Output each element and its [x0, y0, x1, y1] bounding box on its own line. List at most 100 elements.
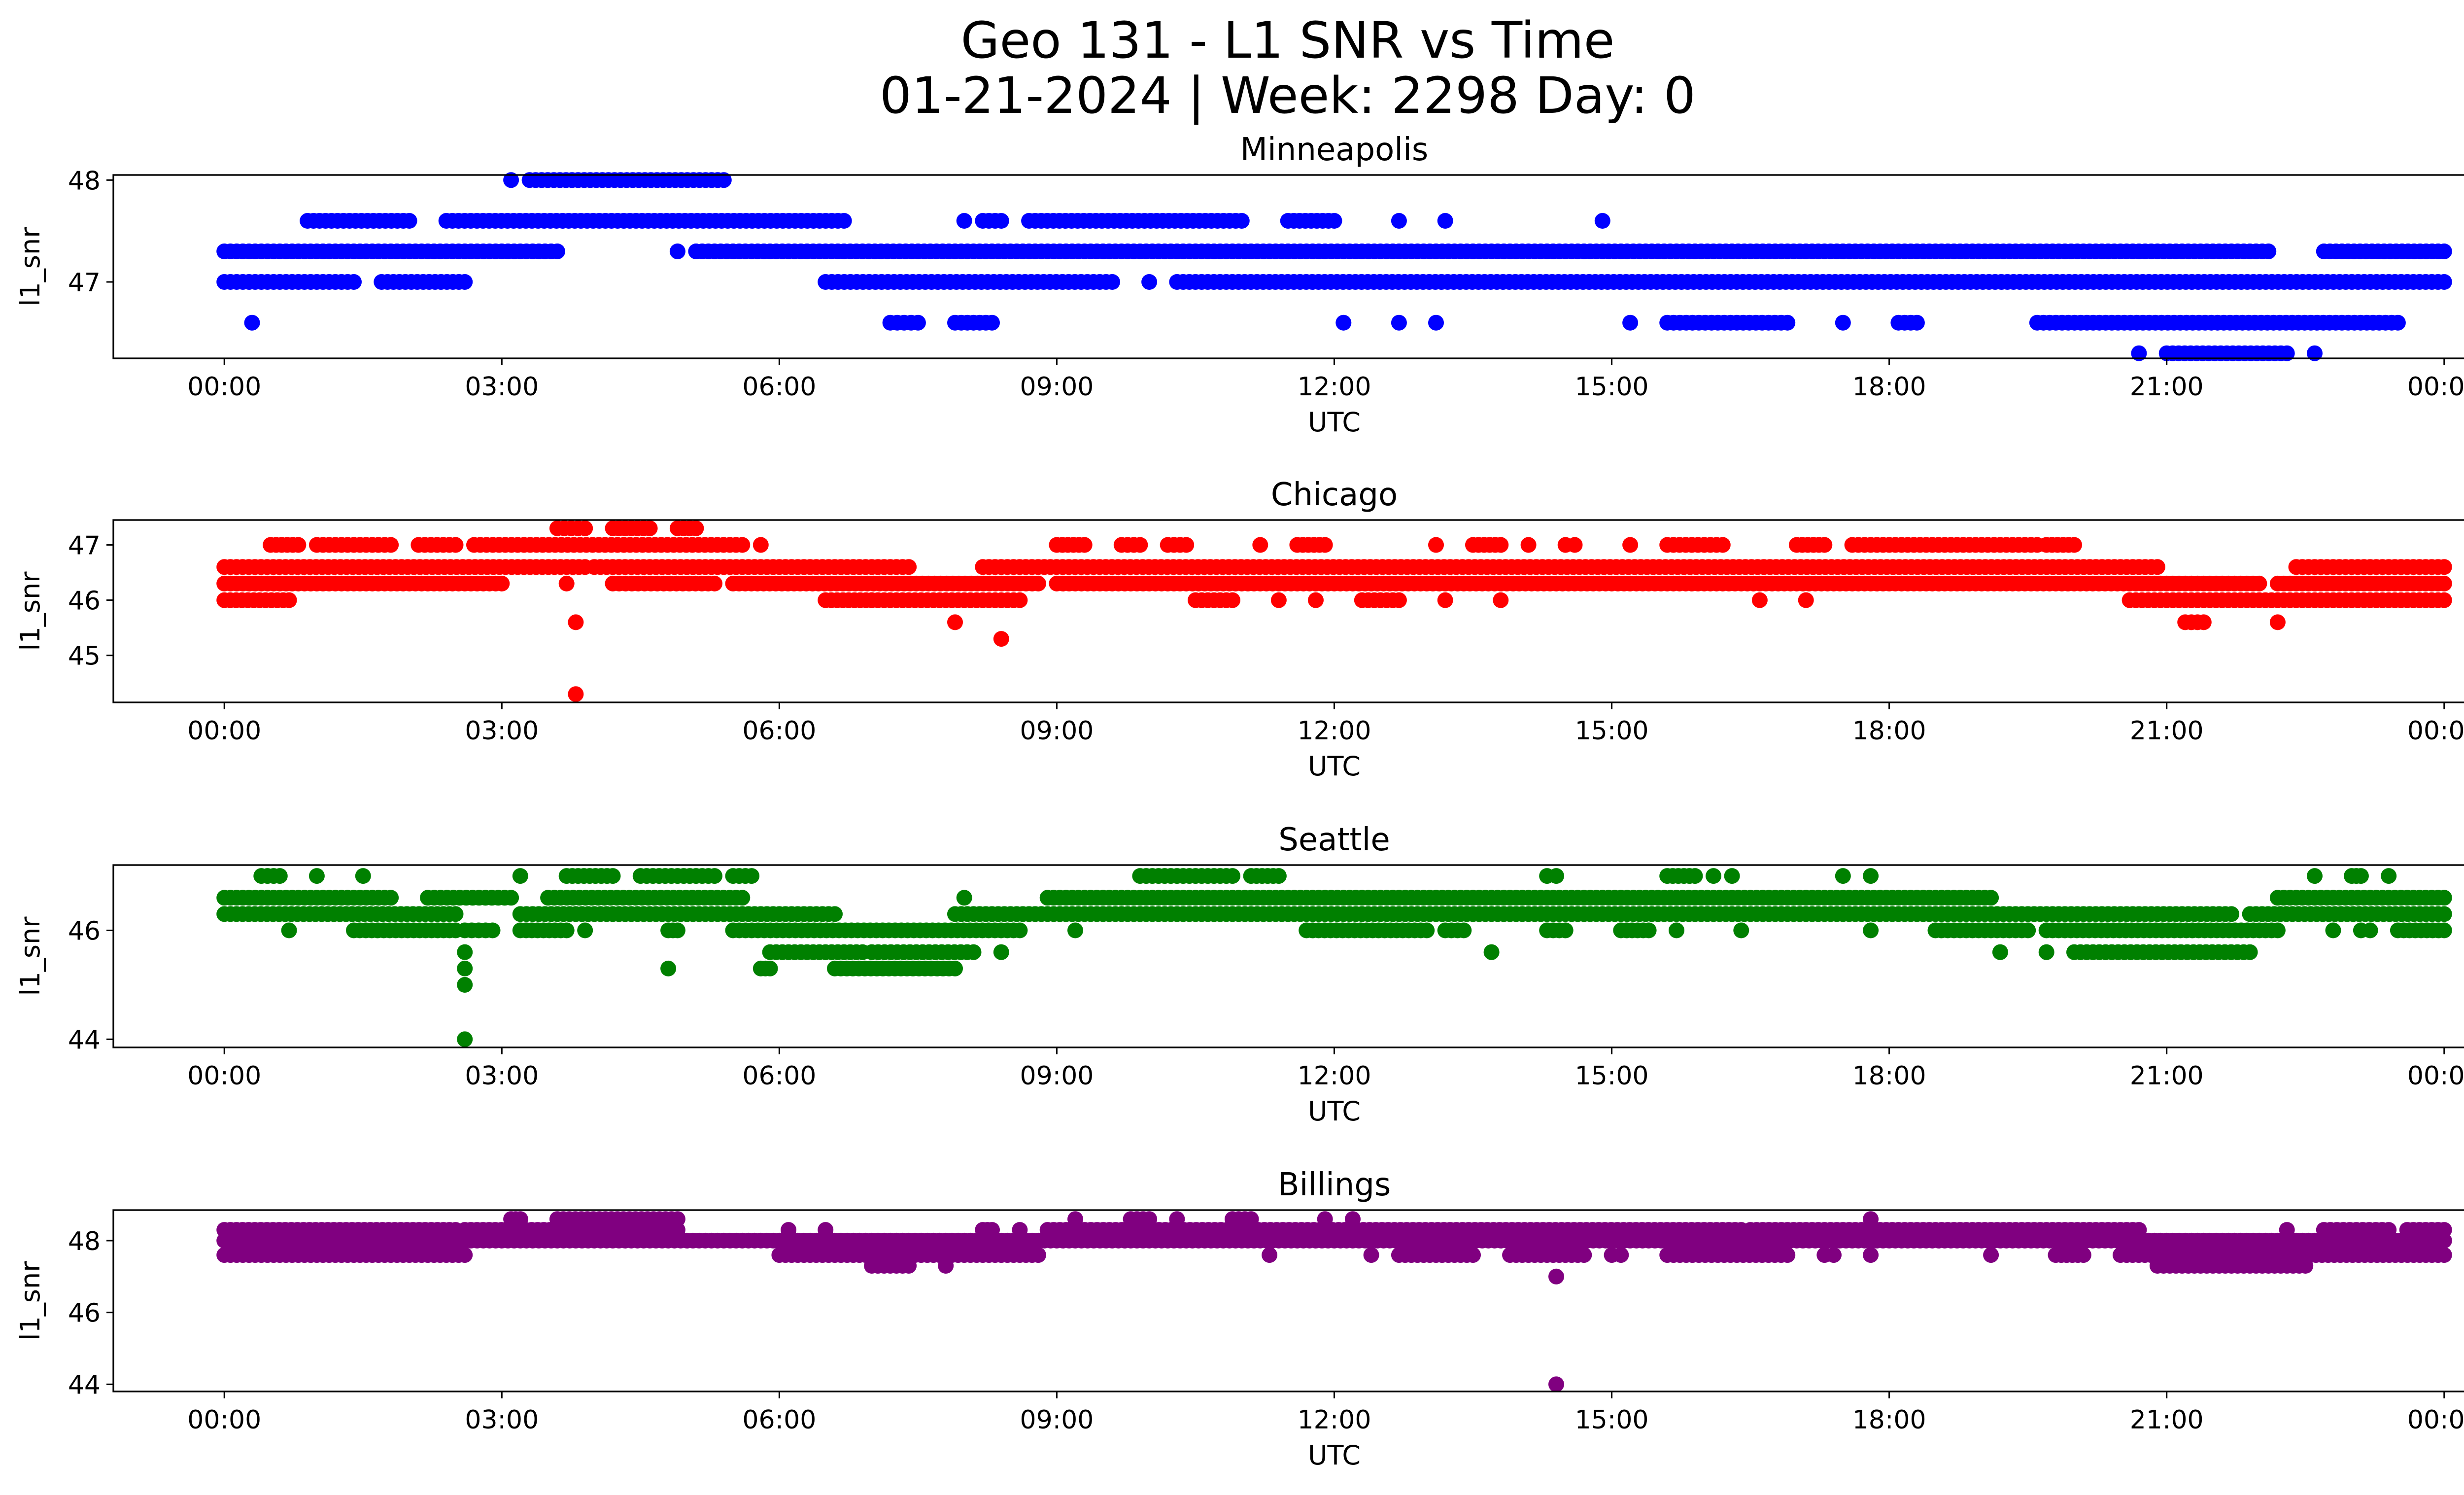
data-point	[1613, 1247, 1629, 1263]
data-point	[2260, 243, 2277, 259]
y-tick-label: 44	[68, 1370, 101, 1400]
data-point	[1520, 537, 1537, 553]
data-point	[447, 537, 464, 553]
x-tick-label: 09:00	[1020, 1061, 1094, 1091]
data-point	[457, 1031, 473, 1047]
x-tick-label: 18:00	[1852, 1405, 1926, 1435]
data-point	[716, 172, 732, 188]
subplot-chicago: Chicago 00:00 03:00 06:00 09:00 12:00 15:00 18:…	[15, 477, 2464, 782]
data-point	[1262, 1247, 1278, 1263]
data-point	[1225, 592, 1240, 608]
data-point	[2251, 575, 2267, 591]
data-points	[216, 1211, 2452, 1392]
data-point	[1391, 213, 1407, 229]
data-point	[1798, 592, 1814, 608]
x-tick-label: 15:00	[1575, 716, 1649, 746]
data-point	[1622, 537, 1639, 553]
data-point	[1816, 537, 1833, 553]
x-tick-label: 00:00	[2407, 1061, 2464, 1091]
data-point	[484, 922, 501, 939]
data-point	[2436, 274, 2452, 290]
x-axis-label: UTC	[1308, 1440, 1361, 1471]
data-point	[401, 213, 417, 229]
data-point	[503, 172, 519, 188]
data-point	[910, 314, 926, 331]
data-point	[2149, 559, 2165, 575]
y-tick-label: 44	[68, 1025, 101, 1055]
data-point	[1141, 1211, 1158, 1227]
data-point	[1178, 537, 1195, 553]
data-point	[1706, 868, 1721, 884]
data-point	[2436, 559, 2452, 575]
x-tick-label: 21:00	[2130, 372, 2204, 402]
data-point	[688, 520, 704, 536]
x-tick-label: 21:00	[2130, 1405, 2204, 1435]
subplot-billings: Billings 00:00 03:00 06:00 09:00 12:00 15:00 18…	[15, 1167, 2464, 1471]
x-tick-label: 06:00	[742, 1405, 816, 1435]
data-point	[2353, 868, 2369, 884]
data-point	[984, 314, 1000, 331]
y-axis-label: l1_snr	[15, 916, 46, 996]
data-point	[1863, 868, 1879, 884]
data-point	[993, 944, 1009, 960]
data-point	[2075, 1247, 2091, 1263]
data-point	[512, 1211, 528, 1227]
data-point	[2381, 868, 2397, 884]
data-point	[1428, 537, 1444, 553]
data-point	[947, 960, 963, 976]
data-point	[1030, 575, 1046, 591]
data-point	[2297, 1258, 2314, 1274]
y-axis-label: l1_snr	[15, 227, 46, 307]
data-point	[1641, 922, 1657, 939]
data-point	[605, 868, 621, 884]
data-point	[1835, 314, 1851, 331]
data-point	[1909, 314, 1925, 331]
data-point	[2038, 944, 2054, 960]
data-point	[1483, 944, 1500, 960]
data-point	[2436, 592, 2452, 608]
y-tick-label: 47	[68, 531, 101, 560]
x-tick-label: 15:00	[1575, 1405, 1649, 1435]
data-point	[494, 575, 510, 591]
data-point	[1826, 1247, 1842, 1263]
data-point	[1724, 868, 1740, 884]
subplot-title: Billings	[1278, 1167, 1391, 1203]
x-tick-label: 00:00	[2407, 1405, 2464, 1435]
data-point	[558, 922, 575, 939]
x-tick-label: 03:00	[465, 1061, 539, 1091]
data-point	[734, 537, 751, 553]
data-point	[1326, 213, 1342, 229]
x-tick-label: 21:00	[2130, 1061, 2204, 1091]
data-point	[1363, 1247, 1379, 1263]
data-point	[1012, 922, 1028, 939]
data-point	[753, 537, 769, 553]
x-tick-label: 06:00	[742, 716, 816, 746]
data-point	[281, 592, 297, 608]
data-point	[2269, 614, 2286, 630]
data-point	[457, 944, 473, 960]
data-point	[744, 868, 760, 884]
x-tick-label: 03:00	[465, 716, 539, 746]
x-tick-label: 06:00	[742, 1061, 816, 1091]
data-point	[244, 314, 260, 331]
axes-frame	[112, 174, 2464, 359]
data-point	[2325, 922, 2341, 939]
data-point	[836, 213, 852, 229]
x-tick-label: 09:00	[1020, 372, 1094, 402]
data-point	[457, 1247, 473, 1263]
data-point	[1270, 592, 1287, 608]
data-point	[1863, 1211, 1879, 1227]
data-point	[2020, 922, 2036, 939]
data-point	[549, 243, 565, 259]
y-tick-label: 46	[68, 917, 101, 946]
data-points	[216, 868, 2452, 1047]
data-point	[1067, 1211, 1083, 1227]
x-tick-label: 06:00	[742, 372, 816, 402]
data-point	[290, 537, 307, 553]
x-tick-label: 18:00	[1852, 372, 1926, 402]
data-point	[2307, 868, 2323, 884]
data-point	[2436, 575, 2452, 591]
data-point	[2224, 906, 2240, 922]
